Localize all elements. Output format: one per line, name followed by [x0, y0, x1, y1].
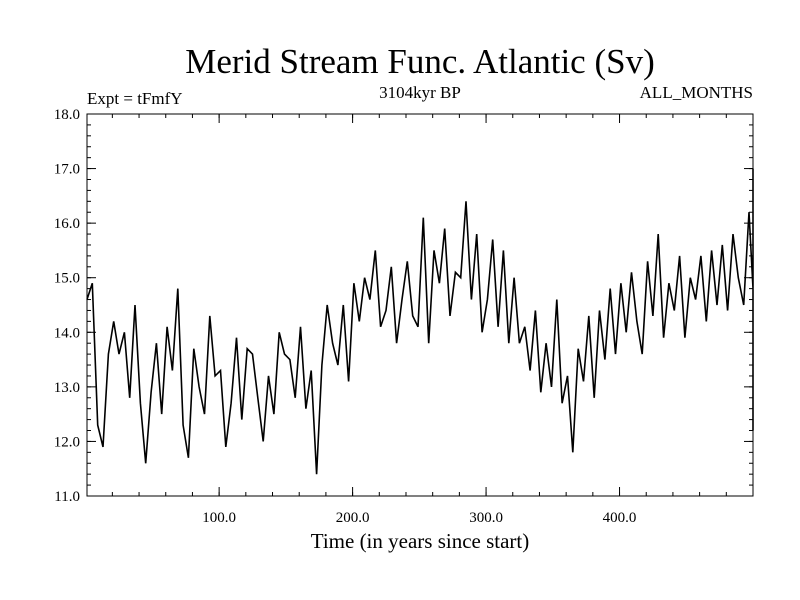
y-tick-label: 13.0 [54, 380, 80, 396]
y-tick-label: 14.0 [54, 325, 80, 341]
x-tick-label: 400.0 [603, 510, 637, 526]
x-tick-label: 100.0 [202, 510, 236, 526]
period-label: 3104kyr BP [379, 83, 461, 102]
y-tick-label: 15.0 [54, 271, 80, 287]
x-tick-label: 200.0 [336, 510, 370, 526]
x-tick-label: 300.0 [469, 510, 503, 526]
chart-title: Merid Stream Func. Atlantic (Sv) [185, 42, 655, 81]
experiment-label: Expt = tFmfY [87, 89, 183, 108]
y-tick-label: 16.0 [54, 216, 80, 232]
months-label: ALL_MONTHS [640, 83, 753, 102]
plot-area: 11.0 12.0 13.0 14.0 15.0 16.0 17.0 18.0 100.0 200… [54, 107, 754, 526]
y-tick-label: 18.0 [54, 107, 80, 123]
data-series-line [86, 168, 754, 475]
y-tick-label: 12.0 [54, 434, 80, 450]
y-tick-label: 17.0 [54, 162, 80, 178]
x-axis-label: Time (in years since start) [311, 529, 530, 553]
y-tick-label: 11.0 [54, 489, 80, 505]
